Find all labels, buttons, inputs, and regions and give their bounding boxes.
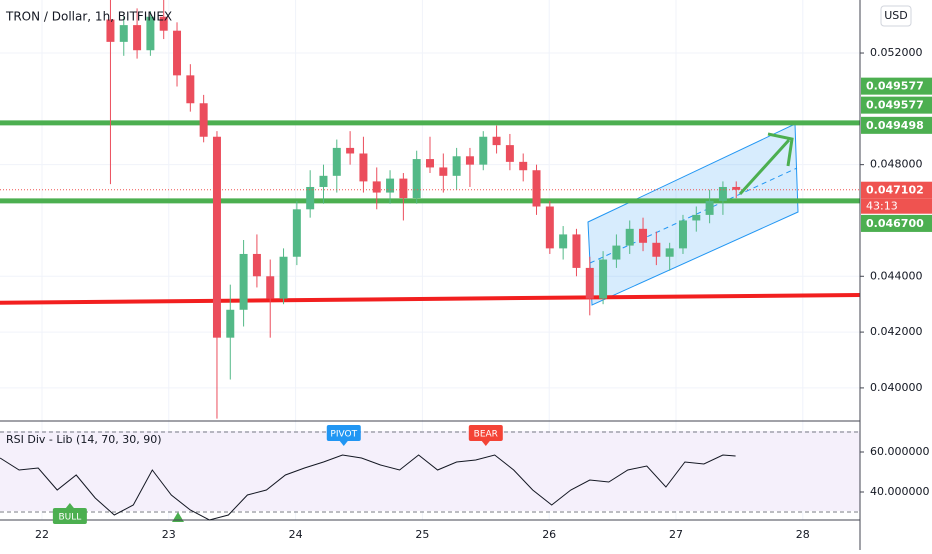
- candle-body: [612, 245, 621, 260]
- candle-body: [532, 170, 541, 207]
- candle-body: [665, 248, 674, 257]
- price-label: 0.046700: [866, 217, 924, 230]
- price-label-bg: [861, 96, 932, 114]
- price-label-bg: [861, 77, 932, 95]
- price-label-bg: [861, 181, 932, 199]
- chart-title: TRON / Dollar, 1h, BITFINEX: [5, 10, 172, 24]
- candle-body: [572, 234, 581, 268]
- candle-body: [199, 103, 208, 137]
- signal-label-bg: [52, 508, 87, 524]
- signal-pointer: [339, 441, 348, 446]
- x-tick-label: 23: [162, 528, 176, 541]
- axes: 22 23 24 25 26 27 28 0.052000 0.048000 0.044000 0.…: [35, 46, 932, 541]
- y-tick-label: 60.000000: [870, 445, 930, 458]
- candle-body: [173, 30, 182, 76]
- signal-pointer: [65, 503, 74, 508]
- candle-body: [399, 178, 408, 199]
- candle-body: [133, 25, 142, 51]
- candle-body: [452, 156, 461, 176]
- candle-body: [639, 228, 648, 243]
- candle-body: [652, 242, 661, 257]
- grid: [0, 0, 860, 520]
- candle-body: [599, 259, 608, 299]
- candle-body: [692, 214, 701, 221]
- price-pane: [0, 0, 861, 419]
- candle-body: [159, 16, 168, 31]
- signal-label-bg: [326, 425, 361, 441]
- signal-label: BEAR: [474, 430, 498, 440]
- candle-body: [332, 147, 341, 176]
- candle-body: [146, 16, 155, 51]
- countdown: 43:13: [866, 200, 898, 213]
- rsi-title: RSI Div - Lib (14, 70, 30, 90): [6, 433, 162, 446]
- candle-body: [186, 75, 195, 104]
- price-label: 0.049577: [866, 80, 924, 93]
- currency[interactable]: USD: [884, 9, 908, 22]
- price-label: 0.049577: [866, 99, 924, 112]
- channel-mid: [589, 167, 798, 264]
- candle-body: [372, 181, 381, 193]
- candle-body: [106, 19, 115, 42]
- price-label-bg: [861, 116, 932, 134]
- x-tick-label: 24: [289, 528, 303, 541]
- forecast-arrow: [738, 132, 794, 196]
- candle-body: [359, 153, 368, 182]
- y-tick-label: 0.052000: [870, 46, 923, 59]
- x-tick-label: 22: [35, 528, 49, 541]
- y-tick-label: 0.042000: [870, 325, 923, 338]
- candle-body: [346, 147, 355, 154]
- signal-label-bg: [468, 425, 503, 441]
- price-label-bg: [861, 214, 932, 232]
- signal-label: PIVOT: [330, 430, 357, 440]
- candle-body: [266, 276, 275, 299]
- y-tick-label: 40.000000: [870, 485, 930, 498]
- candle-body: [678, 220, 687, 249]
- candle-body: [465, 156, 474, 165]
- rsi-band-fill: [0, 431, 860, 511]
- candle-body: [319, 175, 328, 187]
- candle-body: [252, 253, 261, 277]
- candle-body: [519, 161, 528, 171]
- x-tick-label: 25: [415, 528, 429, 541]
- candle-body: [585, 267, 594, 299]
- rsi-line: [0, 454, 736, 521]
- candle-body: [306, 186, 315, 210]
- currency-button[interactable]: [880, 5, 912, 27]
- candle-body: [545, 206, 554, 249]
- candle-body: [292, 209, 301, 257]
- trendline: [0, 292, 861, 305]
- candle-body: [625, 228, 634, 246]
- candle-body: [718, 186, 727, 201]
- candle-body: [559, 234, 568, 249]
- signal-pointer: [481, 441, 490, 446]
- candle-body: [412, 159, 421, 199]
- candle-body: [426, 159, 434, 168]
- candle-body: [279, 256, 288, 299]
- price-label: 0.049498: [866, 119, 924, 132]
- candle-body: [226, 309, 235, 338]
- candle-body: [479, 136, 488, 165]
- candle-body: [732, 186, 741, 190]
- candle-body: [386, 178, 395, 193]
- candle-body: [439, 167, 448, 176]
- rsi-pane: PIVOT BEAR BULL: [0, 425, 860, 524]
- y-tick-label: 0.040000: [870, 381, 923, 394]
- x-tick-label: 26: [542, 528, 556, 541]
- candle-body: [505, 145, 514, 162]
- candle-body: [119, 25, 128, 42]
- y-tick-label: 0.048000: [870, 158, 923, 171]
- price-label: 0.047102: [866, 184, 924, 197]
- y-tick-label: 0.044000: [870, 269, 923, 282]
- candle-body: [212, 136, 221, 338]
- x-tick-label: 27: [669, 528, 683, 541]
- candle-body: [705, 200, 714, 215]
- signal-label: BULL: [58, 513, 81, 523]
- candle-body: [239, 253, 248, 310]
- candle-body: [492, 136, 501, 146]
- x-tick-label: 28: [796, 528, 810, 541]
- countdown-bg: [861, 198, 932, 214]
